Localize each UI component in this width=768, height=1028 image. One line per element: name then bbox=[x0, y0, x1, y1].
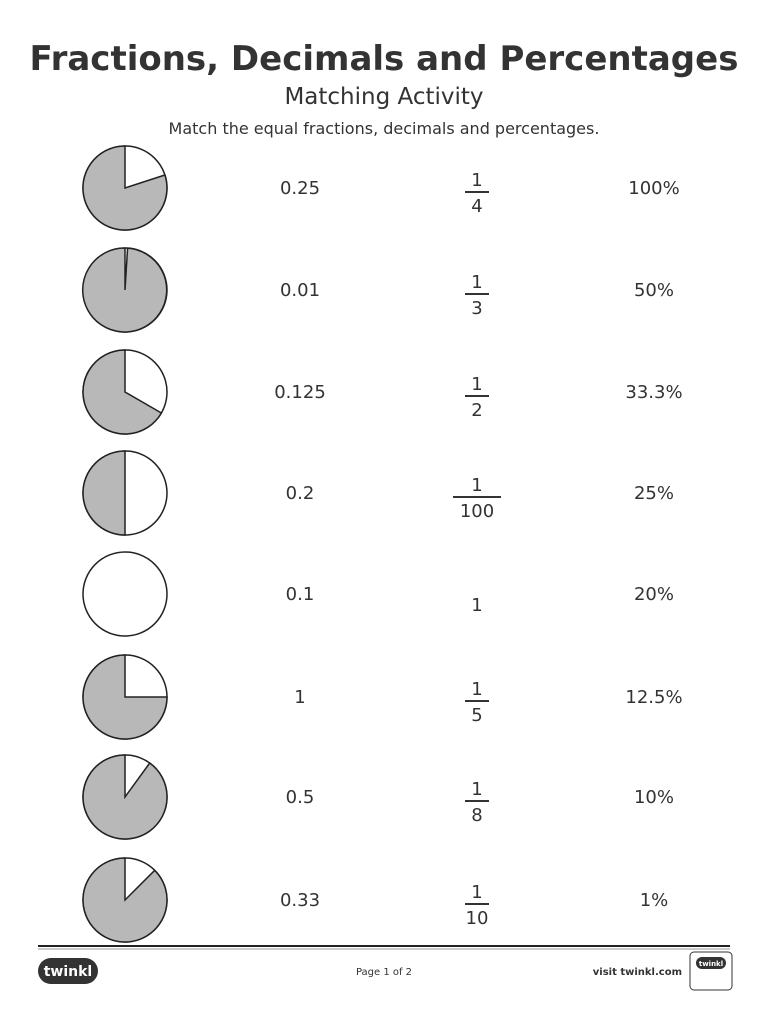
percentage: 50% bbox=[634, 280, 674, 301]
denominator: 8 bbox=[471, 805, 482, 826]
denominator: 4 bbox=[471, 196, 482, 217]
pie bbox=[81, 247, 168, 333]
percentage: 33.3% bbox=[625, 382, 682, 403]
pie bbox=[82, 145, 168, 231]
percentage: 100% bbox=[628, 178, 679, 199]
decimal: 0.1 bbox=[286, 584, 315, 605]
denominator: 100 bbox=[460, 501, 494, 522]
pie bbox=[82, 450, 168, 536]
whole-number: 1 bbox=[471, 595, 482, 616]
decimal: 1 bbox=[294, 687, 305, 708]
pie bbox=[82, 349, 168, 435]
instruction: Match the equal fractions, decimals and … bbox=[169, 119, 600, 138]
decimal: 0.01 bbox=[280, 280, 320, 301]
logo-bg bbox=[38, 958, 98, 984]
numerator: 1 bbox=[471, 779, 482, 800]
numerator: 1 bbox=[471, 679, 482, 700]
website: visit twinkl.com bbox=[593, 967, 682, 978]
pie bbox=[82, 754, 168, 840]
numerator: 1 bbox=[471, 475, 482, 496]
percentage: 20% bbox=[634, 584, 674, 605]
numerator: 1 bbox=[471, 882, 482, 903]
percentage: 12.5% bbox=[625, 687, 682, 708]
subtitle: Matching Activity bbox=[284, 84, 483, 110]
page-number: Page 1 of 2 bbox=[356, 967, 412, 978]
decimal: 0.33 bbox=[280, 890, 320, 911]
percentage: 25% bbox=[634, 483, 674, 504]
title: Fractions, Decimals and Percentages bbox=[30, 39, 739, 79]
numerator: 1 bbox=[471, 272, 482, 293]
denominator: 5 bbox=[471, 705, 482, 726]
numerator: 1 bbox=[471, 170, 482, 191]
pie bbox=[82, 857, 168, 943]
pie bbox=[82, 654, 168, 740]
denominator: 10 bbox=[466, 908, 489, 929]
decimal: 0.25 bbox=[280, 178, 320, 199]
percentage: 10% bbox=[634, 787, 674, 808]
decimal: 0.125 bbox=[274, 382, 326, 403]
denominator: 2 bbox=[471, 400, 482, 421]
numerator: 1 bbox=[471, 374, 482, 395]
pies bbox=[81, 145, 168, 943]
rows: 0.25 0.01 0.125 0.2 0.1 1 0.5 0.33 100% 50% 33.3% 2… bbox=[274, 170, 682, 929]
badge: twinkl bbox=[699, 960, 723, 968]
percentage: 1% bbox=[640, 890, 669, 911]
pie bbox=[82, 551, 168, 637]
badge-bg bbox=[696, 957, 726, 969]
decimal: 0.5 bbox=[286, 787, 315, 808]
denominator: 3 bbox=[471, 298, 482, 319]
logo: twinkl bbox=[44, 964, 93, 980]
decimal: 0.2 bbox=[286, 483, 315, 504]
